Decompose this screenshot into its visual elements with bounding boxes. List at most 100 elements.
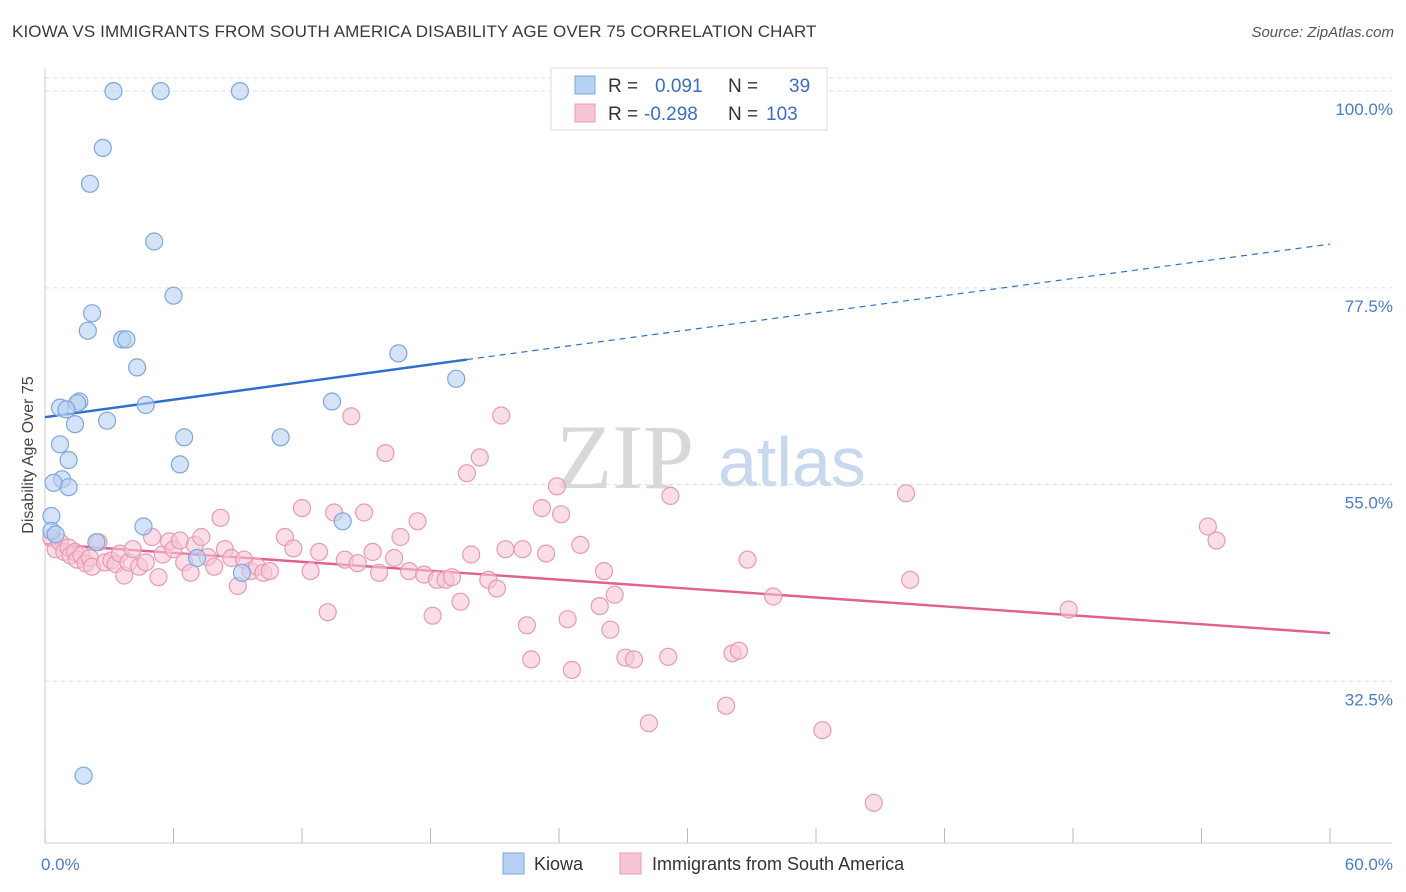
point-south-america-74 xyxy=(513,540,532,559)
watermark: ZIP atlas xyxy=(556,406,866,508)
trend-line-kiowa xyxy=(44,358,468,419)
point-south-america-77 xyxy=(532,499,552,518)
bottom-legend-label-south-america: Immigrants from South America xyxy=(652,854,905,874)
point-kiowa-28 xyxy=(59,478,78,497)
legend-swatch-south-america xyxy=(574,103,596,123)
point-south-america-33 xyxy=(205,557,224,576)
chart-title: KIOWA VS IMMIGRANTS FROM SOUTH AMERICA D… xyxy=(12,22,817,41)
point-kiowa-36 xyxy=(188,548,207,568)
point-south-america-103 xyxy=(1198,517,1218,536)
point-kiowa-6 xyxy=(164,286,183,305)
point-south-america-80 xyxy=(551,505,571,524)
point-kiowa-11 xyxy=(128,358,147,377)
point-kiowa-18 xyxy=(57,400,76,419)
point-kiowa-26 xyxy=(170,455,189,474)
point-kiowa-19 xyxy=(136,395,155,415)
point-south-america-62 xyxy=(423,606,442,625)
y-tick-label-0: 100.0% xyxy=(1335,100,1393,119)
point-kiowa-34 xyxy=(46,525,65,544)
point-south-america-82 xyxy=(562,660,582,680)
point-kiowa-24 xyxy=(50,435,70,454)
point-kiowa-5 xyxy=(145,232,164,251)
legend-swatch-kiowa xyxy=(574,75,596,95)
point-south-america-92 xyxy=(661,486,680,505)
point-south-america-78 xyxy=(536,544,556,563)
watermark-atlas: atlas xyxy=(718,423,866,501)
point-south-america-95 xyxy=(729,641,749,660)
point-south-america-21 xyxy=(136,553,155,572)
point-kiowa-14 xyxy=(322,392,342,411)
point-south-america-102 xyxy=(1059,600,1078,619)
point-south-america-71 xyxy=(487,579,506,598)
point-south-america-54 xyxy=(363,542,382,562)
point-kiowa-32 xyxy=(134,517,153,536)
point-kiowa-23 xyxy=(175,428,194,447)
bottom-legend-label-kiowa: Kiowa xyxy=(534,854,584,874)
legend-n-value-south-america: 103 xyxy=(766,104,798,125)
point-kiowa-37 xyxy=(232,563,252,582)
point-kiowa-1 xyxy=(151,81,170,101)
y-tick-label-1: 77.5% xyxy=(1345,297,1393,316)
point-kiowa-8 xyxy=(78,321,97,340)
point-south-america-85 xyxy=(594,561,614,581)
point-south-america-51 xyxy=(342,407,361,426)
point-south-america-27 xyxy=(170,531,189,550)
y-tick-label-2: 55.0% xyxy=(1345,494,1393,513)
point-kiowa-22 xyxy=(271,428,290,447)
legend-r-label-kiowa: R = xyxy=(608,76,638,97)
point-kiowa-7 xyxy=(82,304,102,323)
x-tick-label-1: 60.0% xyxy=(1345,855,1393,874)
point-south-america-44 xyxy=(284,539,303,558)
point-south-america-65 xyxy=(442,568,461,587)
point-south-america-19 xyxy=(123,540,142,559)
x-tick-label-0: 0.0% xyxy=(41,855,80,874)
point-south-america-104 xyxy=(1207,531,1226,550)
point-south-america-79 xyxy=(547,477,567,496)
point-kiowa-21 xyxy=(65,415,85,434)
correlation-legend: R = 0.091 N = 39 R = -0.298 N = 103 xyxy=(550,67,828,131)
point-south-america-52 xyxy=(348,554,367,573)
point-kiowa-4 xyxy=(80,174,100,193)
point-south-america-73 xyxy=(496,540,515,559)
series-legend: Kiowa Immigrants from South America xyxy=(502,852,905,875)
point-south-america-47 xyxy=(310,542,329,562)
point-south-america-101 xyxy=(901,570,920,589)
point-south-america-93 xyxy=(716,696,736,715)
point-south-america-87 xyxy=(605,585,624,604)
point-south-america-68 xyxy=(462,545,481,564)
point-south-america-45 xyxy=(292,499,312,518)
point-south-america-59 xyxy=(400,561,419,581)
point-kiowa-3 xyxy=(93,138,112,157)
data-points xyxy=(42,81,1226,812)
y-axis-title: Disability Age Over 75 xyxy=(20,376,37,534)
source-credit: Source: ZipAtlas.com xyxy=(1251,24,1394,41)
point-south-america-34 xyxy=(211,508,230,527)
point-south-america-91 xyxy=(659,647,678,666)
legend-box xyxy=(550,67,828,131)
point-south-america-42 xyxy=(260,561,279,581)
point-kiowa-31 xyxy=(333,512,352,531)
point-south-america-96 xyxy=(738,550,757,569)
point-kiowa-25 xyxy=(59,451,78,470)
point-south-america-90 xyxy=(639,714,659,733)
point-south-america-60 xyxy=(408,512,427,531)
point-south-america-97 xyxy=(764,587,783,606)
point-south-america-99 xyxy=(864,793,883,812)
point-south-america-58 xyxy=(391,527,410,547)
point-south-america-23 xyxy=(149,568,168,587)
point-kiowa-12 xyxy=(389,344,408,363)
point-south-america-76 xyxy=(522,650,541,669)
point-south-america-83 xyxy=(571,535,590,555)
point-south-america-98 xyxy=(813,721,832,740)
point-south-america-31 xyxy=(192,527,211,547)
point-kiowa-13 xyxy=(447,369,466,388)
legend-r-value-south-america: -0.298 xyxy=(644,104,698,125)
y-tick-label-3: 32.5% xyxy=(1345,690,1393,709)
point-south-america-66 xyxy=(451,592,470,611)
point-south-america-48 xyxy=(318,603,337,622)
point-south-america-81 xyxy=(558,610,577,629)
bottom-legend-swatch-kiowa xyxy=(502,852,525,875)
point-south-america-46 xyxy=(301,561,320,581)
legend-n-value-kiowa: 39 xyxy=(789,76,810,97)
